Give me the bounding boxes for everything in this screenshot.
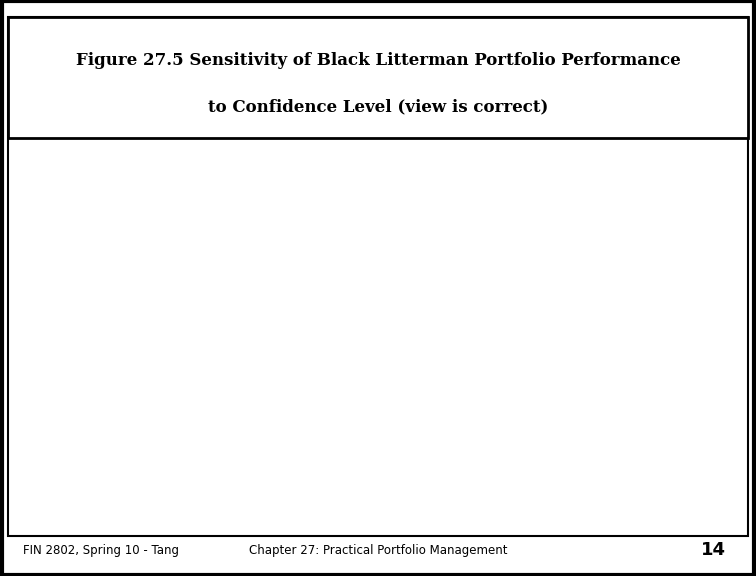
Weight in bonds (162, 285, 171, 291)
X-axis label: Confidence (SD): Confidence (SD) (291, 490, 404, 504)
Text: FIN 2802, Spring 10 - Tang: FIN 2802, Spring 10 - Tang (23, 544, 178, 556)
Text: Figure 27.5 Sensitivity of Black Litterman Portfolio Performance: Figure 27.5 Sensitivity of Black Litterm… (76, 52, 680, 69)
Line: M-square: M-square (71, 185, 624, 448)
M-square (615, 439, 624, 446)
M-square (230, 317, 239, 324)
M-square (343, 395, 352, 402)
Weight in bonds (615, 385, 624, 392)
Legend: M-square, Weight in bonds: M-square, Weight in bonds (468, 179, 614, 221)
Text: Chapter 27: Practical Portfolio Management: Chapter 27: Practical Portfolio Manageme… (249, 544, 507, 556)
M-square (71, 185, 80, 192)
Text: 14: 14 (701, 541, 726, 559)
Line: Weight in bonds: Weight in bonds (71, 221, 624, 393)
Weight in bonds (71, 222, 80, 229)
M-square (162, 254, 171, 261)
Y-axis label: Risk-Adjusted Performance (%): Risk-Adjusted Performance (%) (26, 209, 39, 425)
Weight in bonds (343, 357, 352, 363)
Weight in bonds (230, 313, 239, 320)
Text: to Confidence Level (view is correct): to Confidence Level (view is correct) (208, 98, 548, 115)
